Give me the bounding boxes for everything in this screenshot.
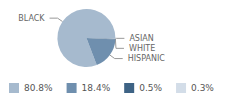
svg-text:18.4%: 18.4% [82,83,111,93]
svg-text:ASIAN: ASIAN [129,34,153,43]
svg-text:80.8%: 80.8% [24,83,53,93]
svg-text:WHITE: WHITE [129,44,155,53]
svg-text:0.3%: 0.3% [191,83,214,93]
svg-text:0.5%: 0.5% [139,83,162,93]
svg-text:HISPANIC: HISPANIC [128,54,166,63]
svg-text:BLACK: BLACK [18,14,45,23]
